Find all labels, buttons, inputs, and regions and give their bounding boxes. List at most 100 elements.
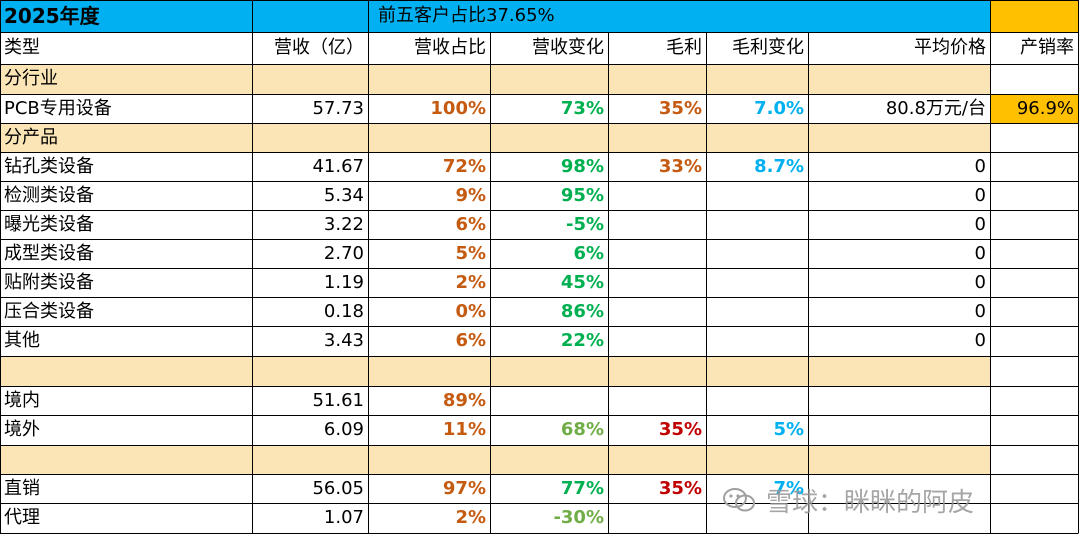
section-band-cell (490, 64, 608, 94)
header-type: 类型 (4, 37, 40, 58)
output-sales-ratio-cell (990, 297, 1078, 326)
revenue-cell: 57.73 (312, 97, 364, 119)
margin-change-cell: 7.0% (754, 97, 804, 119)
revenue-cell: 0.18 (323, 300, 364, 322)
title-bar-highlight (990, 0, 1078, 32)
section-band-cell (368, 123, 490, 152)
margin-change-cell: 7% (773, 477, 804, 499)
header-margin-change: 毛利变化 (732, 37, 804, 58)
revenue-share-cell: 0% (455, 300, 486, 322)
margin-change-cell: 5% (773, 419, 804, 440)
row-label: 境外 (4, 419, 40, 440)
section-band-cell (990, 123, 1078, 152)
row-label: 检测类设备 (4, 184, 94, 206)
revenue-share-cell: 6% (455, 330, 486, 351)
average-price-cell (808, 503, 990, 533)
output-sales-ratio-cell (990, 474, 1078, 503)
average-price-cell: 0 (974, 271, 986, 293)
revenue-share-cell: 2% (455, 507, 486, 528)
revenue-cell: 3.22 (323, 213, 364, 235)
section-label (0, 445, 252, 474)
revenue-cell: 2.70 (323, 242, 364, 264)
revenue-cell: 1.19 (323, 271, 364, 293)
section-label: 分产品 (0, 123, 252, 152)
section-band-cell (368, 445, 490, 474)
gross-margin-cell: 35% (658, 477, 702, 499)
gross-margin-cell (608, 503, 706, 533)
margin-change-cell: 8.7% (754, 155, 804, 177)
revenue-share-cell: 11% (442, 419, 486, 440)
revenue-cell: 1.07 (323, 507, 364, 528)
output-sales-ratio-cell (990, 326, 1078, 356)
average-price-cell: 0 (974, 184, 986, 206)
gross-margin-cell (608, 297, 706, 326)
row-label: 代理 (4, 507, 40, 528)
gross-margin-cell (608, 181, 706, 210)
section-band-cell (808, 445, 990, 474)
section-band-cell (490, 123, 608, 152)
margin-change-cell (706, 210, 808, 239)
revenue-share-cell: 72% (442, 155, 486, 177)
margin-change-cell (706, 503, 808, 533)
gross-margin-cell (608, 210, 706, 239)
revenue-share-cell: 2% (455, 271, 486, 293)
revenue-change-cell (490, 386, 608, 415)
margin-change-cell (706, 268, 808, 297)
section-band-cell (608, 445, 706, 474)
row-label: 钻孔类设备 (4, 155, 94, 177)
gross-margin-cell: 33% (658, 155, 702, 177)
section-label: 分行业 (0, 64, 252, 94)
margin-change-cell (706, 386, 808, 415)
average-price-cell (808, 474, 990, 503)
output-sales-ratio-cell (990, 415, 1078, 445)
section-band-cell (706, 64, 808, 94)
section-band-cell (808, 123, 990, 152)
output-sales-ratio-cell (990, 181, 1078, 210)
output-sales-ratio-cell (990, 386, 1078, 415)
header-output-sales-ratio: 产销率 (1020, 37, 1074, 58)
revenue-share-cell: 100% (430, 97, 486, 119)
gross-margin-cell (608, 268, 706, 297)
header-average-price: 平均价格 (914, 37, 986, 58)
average-price-cell: 0 (974, 242, 986, 264)
revenue-change-cell: 86% (560, 300, 604, 322)
section-band-cell (808, 356, 990, 386)
header-revenue-share: 营收占比 (414, 37, 486, 58)
output-sales-ratio-cell (990, 210, 1078, 239)
average-price-cell (808, 386, 990, 415)
revenue-cell: 5.34 (323, 184, 364, 206)
output-sales-ratio-cell: 96.9% (990, 94, 1078, 123)
revenue-share-cell: 97% (442, 477, 486, 499)
row-label: 其他 (4, 330, 40, 351)
output-sales-ratio-cell (990, 268, 1078, 297)
title-year: 2025年度 (0, 0, 368, 32)
section-band-cell (490, 445, 608, 474)
row-label: 贴附类设备 (4, 271, 94, 293)
revenue-share-cell: 5% (455, 242, 486, 264)
margin-change-cell (706, 326, 808, 356)
revenue-cell: 6.09 (323, 419, 364, 440)
gross-margin-cell: 35% (658, 97, 702, 119)
title-bar-fill (368, 0, 374, 32)
average-price-cell: 80.8万元/台 (885, 97, 986, 119)
revenue-change-cell: 77% (560, 477, 604, 499)
revenue-cell: 51.61 (312, 389, 364, 411)
section-label (0, 356, 252, 386)
average-price-cell: 0 (974, 155, 986, 177)
gross-margin-cell (608, 386, 706, 415)
section-band-cell (608, 64, 706, 94)
section-band-cell (368, 64, 490, 94)
revenue-change-cell: 95% (560, 184, 604, 206)
revenue-change-cell: 98% (560, 155, 604, 177)
average-price-cell: 0 (974, 300, 986, 322)
average-price-cell: 0 (974, 213, 986, 235)
revenue-change-cell: 22% (560, 330, 604, 351)
section-band-cell (252, 64, 368, 94)
section-band-cell (990, 445, 1078, 474)
gross-margin-cell: 35% (658, 419, 702, 440)
row-label: 压合类设备 (4, 300, 94, 322)
section-band-cell (706, 356, 808, 386)
section-band-cell (252, 445, 368, 474)
margin-change-cell (706, 181, 808, 210)
